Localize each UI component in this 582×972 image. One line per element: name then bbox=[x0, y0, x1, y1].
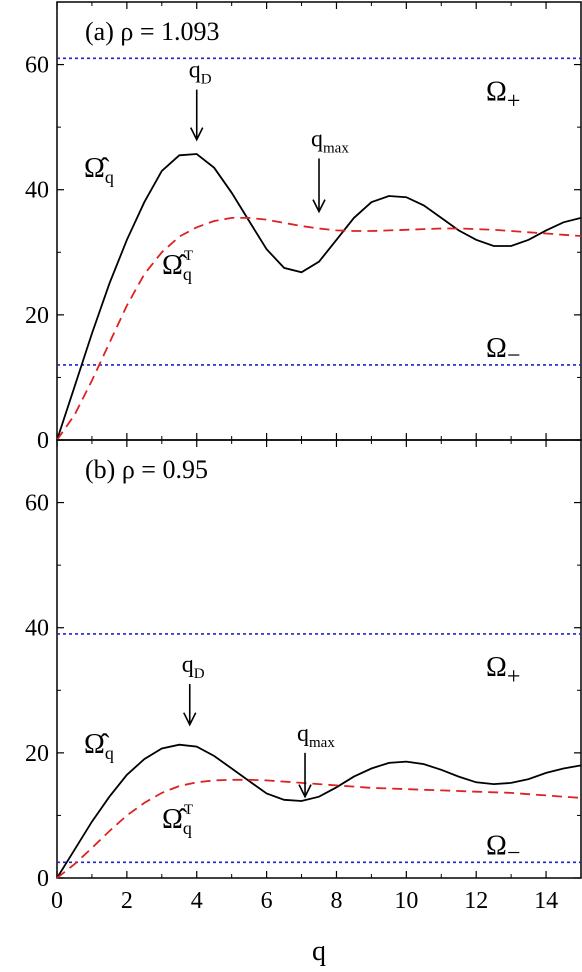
omega-hat-q-label: Ω̂q bbox=[84, 729, 114, 763]
x-tick-label: 0 bbox=[51, 888, 63, 914]
omega-hat-q-t-label: Ω̂qT bbox=[162, 248, 193, 284]
y-tick-label: 60 bbox=[25, 53, 49, 79]
omega-minus-label: Ω− bbox=[486, 333, 520, 369]
y-tick-label: 0 bbox=[37, 428, 49, 454]
y-tick-label: 60 bbox=[25, 491, 49, 517]
plot-frame bbox=[56, 439, 582, 879]
panel-a: 0 20 40 60 (a) ρ = 1.093 qD qmax Ω+ Ω− Ω̂q Ω̂qT bbox=[25, 1, 582, 454]
x-tick-label: 8 bbox=[330, 888, 342, 914]
q-max-label: qmax bbox=[311, 126, 349, 156]
x-tick-label: 2 bbox=[121, 888, 133, 914]
x-tick-label: 14 bbox=[534, 888, 558, 914]
y-tick-label: 40 bbox=[25, 616, 49, 642]
omega-plus-label: Ω+ bbox=[486, 76, 520, 114]
q-d-label: qD bbox=[182, 652, 205, 682]
x-tick-label: 6 bbox=[261, 888, 273, 914]
y-tick-label: 20 bbox=[25, 303, 49, 329]
y-tick-label: 40 bbox=[25, 178, 49, 204]
annotation-arrow-head bbox=[183, 712, 197, 727]
omega-plus-label: Ω+ bbox=[486, 652, 520, 690]
q-d-label: qD bbox=[189, 58, 212, 88]
x-tick-label: 4 bbox=[191, 888, 203, 914]
x-axis-title: q bbox=[312, 936, 326, 967]
series-omega-q-line bbox=[56, 743, 582, 879]
y-tick-label: 0 bbox=[37, 866, 49, 892]
y-tick-label: 20 bbox=[25, 741, 49, 767]
x-tick-label: 12 bbox=[464, 888, 488, 914]
panel-b: 0 20 40 60 0 2 4 6 8 10 12 14 (b) ρ = 0.95 qD qmax Ω+ Ω−… bbox=[25, 439, 582, 967]
q-max-label: qmax bbox=[297, 721, 335, 751]
series-omega-q-line bbox=[56, 153, 582, 441]
series-omega-q-t-line bbox=[56, 217, 582, 441]
omega-hat-q-t-label: Ω̂qT bbox=[162, 802, 193, 838]
x-tick-label: 10 bbox=[394, 888, 418, 914]
omega-minus-label: Ω− bbox=[486, 830, 520, 866]
annotation-arrow-head bbox=[298, 784, 312, 799]
panel-label: (a) ρ = 1.093 bbox=[85, 17, 220, 46]
series-omega-q-t-line bbox=[56, 778, 582, 879]
annotation-arrow-head bbox=[190, 127, 204, 142]
panel-label: (b) ρ = 0.95 bbox=[85, 455, 208, 484]
omega-hat-q-label: Ω̂q bbox=[84, 153, 114, 187]
annotation-arrow-head bbox=[312, 199, 326, 214]
